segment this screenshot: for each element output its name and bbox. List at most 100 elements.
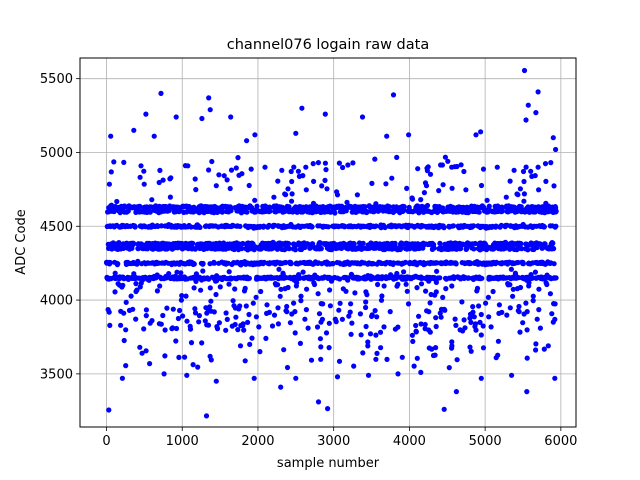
- data-point: [224, 177, 230, 183]
- data-point: [441, 225, 447, 231]
- data-point: [336, 160, 342, 166]
- data-point: [418, 321, 424, 327]
- data-point: [191, 261, 197, 267]
- data-point: [239, 245, 245, 252]
- data-point: [131, 241, 137, 247]
- data-point: [413, 328, 419, 334]
- data-point: [315, 160, 321, 166]
- data-point: [178, 270, 184, 276]
- data-point: [281, 347, 287, 353]
- data-point: [517, 284, 524, 291]
- data-point: [485, 294, 491, 300]
- data-point: [256, 324, 262, 330]
- data-point: [486, 203, 492, 209]
- data-point: [363, 304, 369, 311]
- data-point: [551, 183, 557, 189]
- data-point: [114, 198, 120, 205]
- data-point: [108, 133, 114, 139]
- data-point: [291, 164, 297, 170]
- data-point: [372, 156, 378, 162]
- data-point: [293, 130, 299, 136]
- data-point: [176, 354, 182, 360]
- data-point: [359, 114, 366, 120]
- data-point: [524, 355, 530, 361]
- data-point: [332, 210, 338, 216]
- data-point: [536, 307, 542, 313]
- data-point: [318, 246, 324, 252]
- data-point: [533, 347, 539, 353]
- data-point: [543, 178, 549, 184]
- data-point: [178, 297, 184, 303]
- data-point: [237, 303, 243, 309]
- data-point: [128, 293, 134, 299]
- data-point: [516, 309, 522, 315]
- data-point: [123, 299, 129, 305]
- data-point: [472, 323, 478, 330]
- data-point: [495, 338, 501, 344]
- data-point: [235, 155, 241, 161]
- data-point: [292, 247, 298, 253]
- y-tick-label: 4500: [40, 220, 73, 235]
- data-point: [520, 168, 527, 175]
- data-point: [185, 163, 191, 169]
- data-point: [123, 327, 129, 333]
- data-point: [287, 320, 293, 326]
- data-point: [241, 327, 247, 333]
- data-point: [348, 301, 354, 307]
- y-tick-label: 4000: [40, 294, 73, 309]
- data-point: [170, 325, 176, 331]
- data-point: [470, 309, 476, 315]
- data-point: [263, 335, 269, 341]
- data-point: [310, 161, 316, 167]
- data-point: [275, 282, 281, 288]
- data-point: [477, 319, 483, 325]
- data-point: [486, 314, 492, 320]
- data-point: [337, 300, 343, 306]
- data-point: [190, 240, 196, 246]
- data-point: [237, 343, 244, 349]
- data-point: [389, 175, 395, 181]
- data-point: [537, 325, 544, 331]
- data-point: [390, 92, 397, 98]
- data-point: [327, 287, 333, 293]
- data-point: [411, 363, 417, 369]
- data-point: [521, 191, 528, 197]
- data-point: [292, 309, 298, 315]
- data-point: [286, 241, 292, 247]
- data-point: [147, 361, 153, 367]
- data-point: [440, 182, 446, 188]
- data-point: [553, 146, 559, 153]
- data-point: [499, 309, 505, 315]
- data-point: [226, 281, 232, 287]
- y-axis-label: ADC Code: [14, 209, 29, 274]
- data-point: [134, 287, 140, 293]
- data-point: [254, 203, 260, 209]
- data-point: [130, 306, 136, 312]
- data-point: [350, 160, 356, 166]
- data-point: [439, 162, 445, 168]
- data-point: [453, 322, 459, 328]
- data-point: [322, 160, 328, 166]
- data-point: [139, 241, 145, 247]
- data-point: [250, 300, 256, 306]
- data-point: [302, 316, 308, 322]
- data-point: [384, 356, 390, 362]
- data-point: [242, 285, 248, 291]
- data-point: [339, 316, 345, 322]
- data-point: [452, 316, 458, 322]
- axes-frame: [79, 57, 577, 428]
- data-point: [517, 186, 524, 192]
- data-point: [304, 286, 310, 292]
- data-point: [372, 308, 378, 314]
- data-point: [166, 271, 172, 277]
- data-point: [507, 178, 513, 184]
- data-point: [462, 325, 468, 331]
- data-point: [297, 275, 303, 281]
- data-point: [277, 293, 283, 299]
- data-point: [133, 281, 139, 287]
- data-point: [271, 194, 277, 200]
- y-tick-label: 5000: [40, 146, 73, 161]
- data-point: [373, 356, 379, 362]
- data-point: [317, 336, 323, 342]
- data-point: [224, 316, 230, 322]
